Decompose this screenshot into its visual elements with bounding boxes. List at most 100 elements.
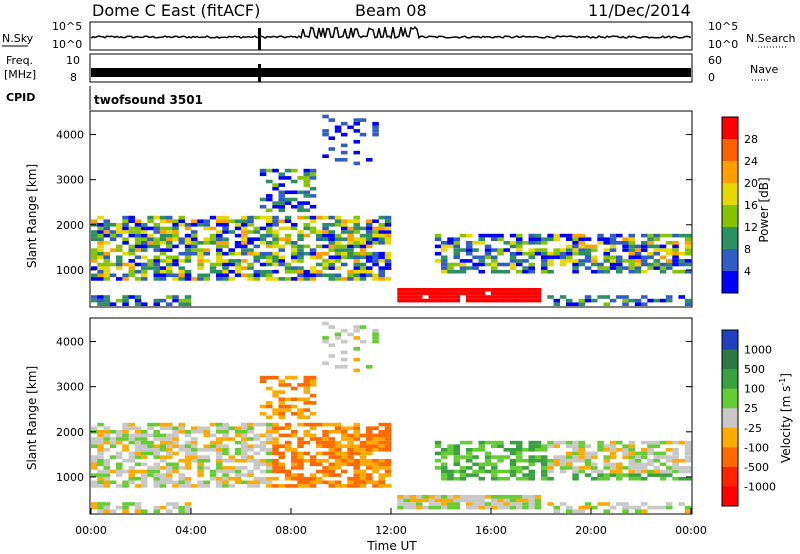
freq-frame [89,53,693,83]
power-cell [653,262,660,267]
velocity-cell [534,495,542,499]
power-cell [322,226,329,231]
velocity-cell [659,476,667,481]
velocity-cell [153,509,160,513]
power-cell [141,223,148,227]
velocity-cell [278,379,285,384]
power-cell [372,241,379,245]
power-cell [459,266,467,270]
velocity-cell [266,433,273,438]
power-cell [103,219,110,223]
velocity-cell [259,469,267,474]
power-cell [628,266,635,270]
power-cell [341,230,348,234]
velocity-cell [328,343,335,347]
velocity-cell [478,469,485,474]
power-cell [191,219,198,223]
power-cell [253,215,260,220]
power-cell [97,233,104,238]
nsky-tick-bottom: 10^0 [52,38,82,51]
power-cell [253,226,260,231]
power-cell [491,298,498,303]
velocity-cell [403,495,410,499]
velocity-cell [222,430,229,434]
power-cell [403,288,410,292]
velocity-cell [141,440,148,445]
velocity-cell [272,476,279,481]
y-tick-label: 4000 [56,129,84,142]
power-cell [634,262,642,267]
velocity-cell [284,397,292,402]
velocity-cell [178,458,185,463]
power-cell [353,266,360,270]
power-cell [209,262,217,267]
power-cell [266,194,273,198]
power-cell [184,295,192,299]
velocity-cell [372,426,379,430]
power-cell [353,273,360,278]
power-cell [253,244,260,249]
velocity-cell [684,448,692,452]
velocity-cell [209,444,217,448]
velocity-cell [159,422,167,427]
power-cell [216,219,223,223]
power-cell [303,194,310,198]
velocity-cell [503,455,510,459]
power-cell [516,237,523,241]
power-cell [334,277,342,281]
power-cell [184,273,192,278]
power-cell [341,223,348,227]
velocity-cell [509,502,517,506]
velocity-cell [191,437,198,441]
velocity-cell [128,466,135,470]
power-cell [178,251,185,256]
velocity-cell [203,455,210,459]
velocity-cell [641,455,648,459]
velocity-cell [166,455,173,459]
power-cell [253,273,260,278]
velocity-cell [366,430,373,434]
power-cell [278,244,285,249]
velocity-cell [434,444,442,448]
power-cell [291,277,298,281]
cpid-strip: CPID twofsound 3501 [6,86,203,110]
velocity-cell [684,469,692,474]
velocity-cell [603,473,610,477]
power-cell [409,295,417,299]
power-cell [522,269,529,274]
velocity-cell [447,495,454,499]
velocity-cell [191,426,198,430]
velocity-cell [666,455,673,459]
velocity-cell [216,462,223,467]
power-cell [141,262,148,267]
velocity-cell [622,473,629,477]
velocity-cell [341,444,348,448]
velocity-cell [616,502,623,506]
power-cell [578,298,585,303]
power-cell [441,291,448,296]
power-cell [497,248,504,252]
power-cell [197,273,204,278]
power-cell [541,255,548,260]
power-cell [347,219,354,223]
power-cell [428,291,435,296]
velocity-cell [184,505,192,510]
velocity-cell [478,498,485,503]
velocity-cell [353,368,360,373]
power-cell [141,273,148,278]
power-cell [434,237,442,241]
velocity-cell [266,426,273,430]
velocity-cell [222,480,229,485]
velocity-cell [259,462,267,467]
velocity-cell [372,469,379,474]
power-cell [472,291,479,296]
power-cell [472,248,479,252]
power-cell [91,259,98,263]
power-cell [234,219,242,223]
power-cell [159,266,167,270]
power-cell [122,277,129,281]
power-cell [572,259,579,263]
velocity-cell [491,473,498,477]
velocity-cell [216,440,223,445]
power-cell [491,266,498,270]
